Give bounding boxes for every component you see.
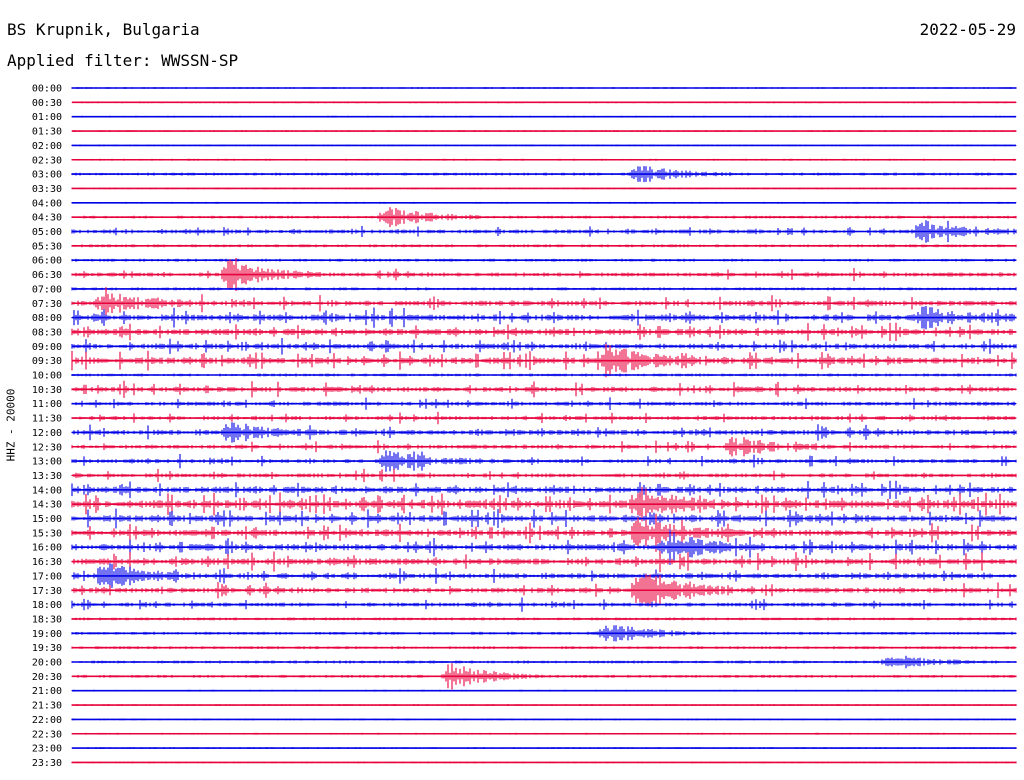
row-time-label: 17:30	[32, 586, 62, 597]
row-time-label: 10:00	[32, 371, 62, 382]
row-time-label: 23:00	[32, 744, 62, 755]
row-time-label: 09:00	[32, 342, 62, 353]
row-time-label: 05:00	[32, 227, 62, 238]
filter-label: Applied filter: WWSSN-SP	[7, 51, 239, 70]
row-time-label: 08:00	[32, 313, 62, 324]
row-time-label: 11:00	[32, 399, 62, 410]
row-time-label: 11:30	[32, 414, 62, 425]
row-time-label: 18:00	[32, 600, 62, 611]
row-time-label: 21:00	[32, 686, 62, 697]
row-time-label: 02:00	[32, 141, 62, 152]
date-label: 2022-05-29	[919, 20, 1016, 39]
row-time-label: 06:00	[32, 256, 62, 267]
row-time-label: 22:00	[32, 715, 62, 726]
row-time-label: 18:30	[32, 614, 62, 625]
row-time-label: 02:30	[32, 155, 62, 166]
row-time-label: 00:30	[32, 98, 62, 109]
row-time-label: 05:30	[32, 241, 62, 252]
row-time-label: 23:30	[32, 758, 62, 769]
row-time-label: 03:00	[32, 170, 62, 181]
row-time-label: 01:00	[32, 112, 62, 123]
row-time-label: 12:00	[32, 428, 62, 439]
row-time-label: 21:30	[32, 701, 62, 712]
row-time-label: 12:30	[32, 442, 62, 453]
row-time-label: 10:30	[32, 385, 62, 396]
row-time-label: 07:00	[32, 284, 62, 295]
row-time-label: 09:30	[32, 356, 62, 367]
row-time-label: 14:30	[32, 500, 62, 511]
row-time-label: 14:00	[32, 485, 62, 496]
row-time-label: 15:30	[32, 528, 62, 539]
row-time-label: 15:00	[32, 514, 62, 525]
row-time-label: 20:00	[32, 658, 62, 669]
row-time-label: 07:30	[32, 299, 62, 310]
row-time-label: 04:30	[32, 213, 62, 224]
row-time-label: 13:30	[32, 471, 62, 482]
row-time-label: 16:00	[32, 543, 62, 554]
row-time-label: 08:30	[32, 327, 62, 338]
row-time-label: 00:00	[32, 84, 62, 95]
row-time-label: 17:00	[32, 571, 62, 582]
row-time-label: 13:00	[32, 457, 62, 468]
row-time-label: 06:30	[32, 270, 62, 281]
row-time-label: 01:30	[32, 127, 62, 138]
row-time-label: 19:00	[32, 629, 62, 640]
row-time-label: 22:30	[32, 729, 62, 740]
row-time-label: 16:30	[32, 557, 62, 568]
station-title: BS Krupnik, Bulgaria	[7, 20, 200, 39]
row-time-label: 04:00	[32, 198, 62, 209]
row-time-label: 03:30	[32, 184, 62, 195]
row-time-label: 19:30	[32, 643, 62, 654]
row-time-label: 20:30	[32, 672, 62, 683]
